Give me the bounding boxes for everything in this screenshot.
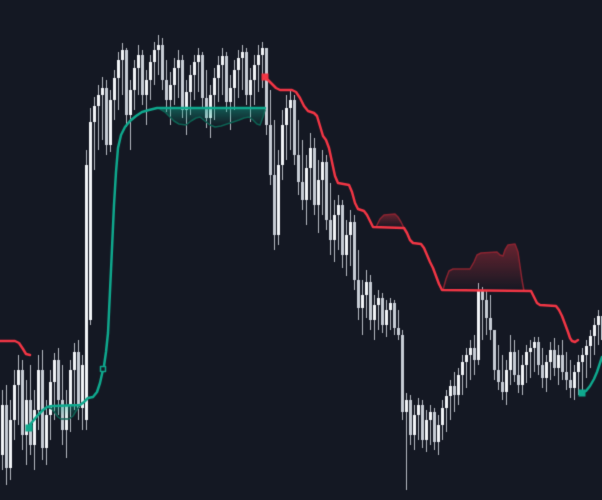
price-chart-canvas[interactable]	[0, 0, 602, 500]
trading-chart-panel	[0, 0, 602, 500]
